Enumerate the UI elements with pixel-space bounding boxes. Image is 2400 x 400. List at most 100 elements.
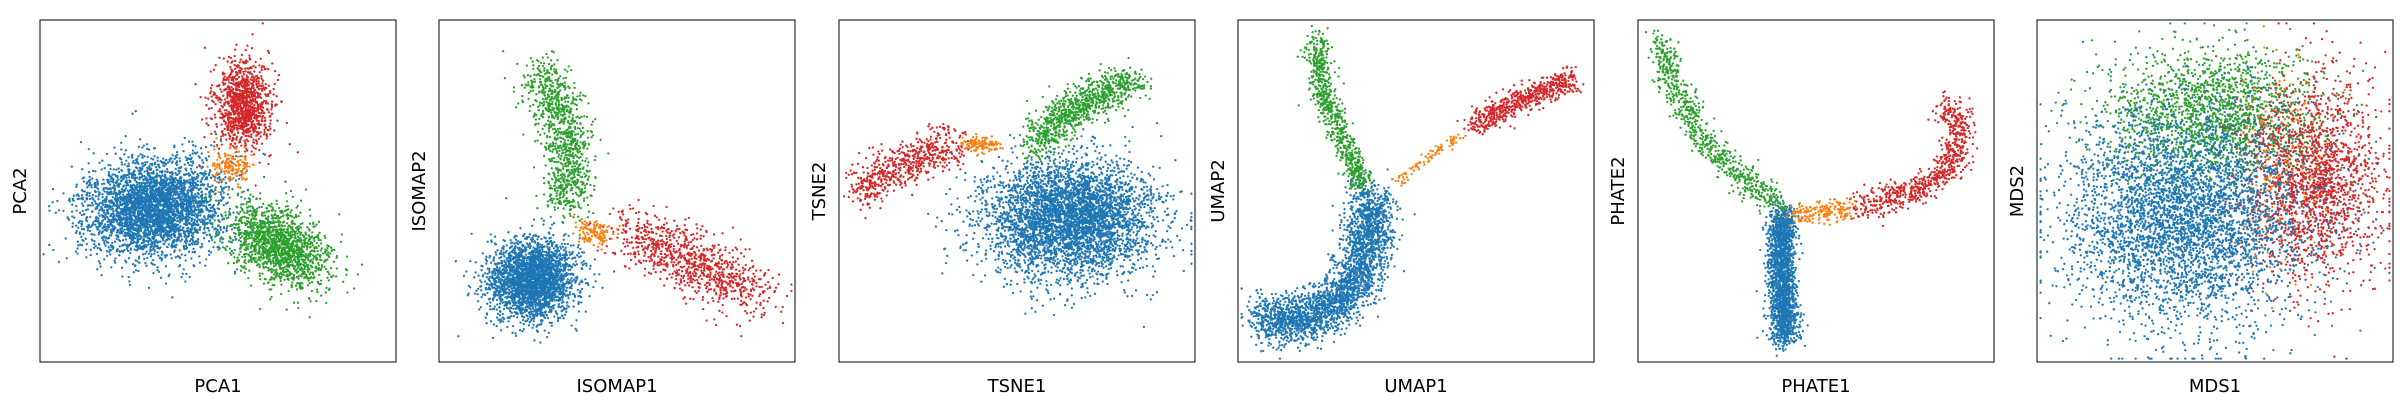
scatter-point [283,266,286,269]
scatter-point [184,233,187,236]
scatter-point [285,274,288,278]
scatter-point [252,238,255,242]
scatter-point [201,200,204,203]
scatter-point [312,277,315,280]
scatter-point [196,172,199,176]
scatter-point [134,109,137,113]
scatter-point [163,220,166,224]
scatter-point [264,241,268,244]
scatter-point [261,238,264,241]
scatter-point [165,168,169,171]
scatter-point [156,156,159,159]
scatter-point [147,216,150,219]
scatter-point [199,180,203,184]
scatter-point [265,257,269,260]
scatter-point [274,270,278,273]
scatter-point [270,270,274,273]
scatter-point [172,210,176,213]
scatter-point [153,252,156,255]
scatter-point [80,222,83,225]
scatter-point [184,173,187,177]
scatter-point [135,217,138,220]
scatter-point [160,191,163,194]
scatter-point [111,207,114,211]
scatter-point [277,250,280,253]
scatter-point [216,214,220,218]
scatter-point [177,194,180,198]
scatter-point [157,188,161,191]
scatter-point [127,212,130,215]
scatter-point [254,223,258,226]
scatter-point [175,161,179,164]
scatter-point [256,252,259,255]
scatter-point [54,211,57,214]
scatter-point [244,240,247,244]
scatter-point [290,234,293,237]
scatter-point [309,271,312,274]
scatter-point [178,172,181,175]
scatter-point [116,202,119,206]
scatter-point [129,235,132,239]
scatter-point [145,181,148,185]
scatter-point [196,191,199,195]
scatter-point [127,170,130,173]
scatter-point [171,220,175,223]
scatter-point [97,219,100,222]
scatter-point [191,149,195,152]
scatter-point [203,174,206,178]
scatter-point [258,206,261,209]
scatter-point [280,249,283,253]
scatter-point [275,202,278,206]
scatter-point [112,202,115,205]
scatter-point [184,167,187,170]
scatter-point [97,260,100,263]
scatter-point [139,153,142,156]
scatter-point [71,225,74,228]
scatter-point [153,263,156,267]
scatter-point [121,275,124,278]
scatter-point [106,220,109,223]
scatter-point [183,199,186,202]
scatter-point [120,163,124,166]
scatter-point [267,204,271,207]
scatter-point [234,179,238,182]
scatter-point [152,237,155,241]
scatter-point [76,240,80,243]
scatter-point [142,208,146,211]
scatter-point [194,230,197,234]
scatter-point [287,225,290,228]
scatter-point [185,158,189,162]
scatter-point [117,198,120,201]
scatter-point [136,223,139,227]
scatter-point [108,183,112,186]
scatter-point [319,279,323,282]
scatter-point [182,246,186,249]
scatter-point [112,228,116,231]
scatter-point [186,191,190,194]
scatter-point [179,240,182,243]
scatter-point [237,239,241,242]
scatter-point [227,262,230,265]
scatter-point [137,169,140,172]
scatter-point [71,198,74,201]
scatter-point [187,196,190,199]
scatter-point [78,231,82,234]
scatter-point [141,156,144,159]
scatter-point [227,186,231,189]
scatter-point [261,220,264,223]
scatter-point [272,260,275,263]
scatter-point [240,203,243,206]
scatter-point [154,165,158,169]
scatter-point [273,214,276,217]
scatter-point [161,174,164,177]
scatter-point [125,207,129,210]
scatter-point [187,229,190,232]
scatter-point [248,243,251,246]
scatter-point [152,179,156,183]
scatter-point [313,225,317,228]
scatter-point [94,170,97,173]
scatter-point [129,251,132,255]
scatter-point [285,208,288,212]
scatter-point [134,207,138,210]
scatter-point [165,253,168,257]
